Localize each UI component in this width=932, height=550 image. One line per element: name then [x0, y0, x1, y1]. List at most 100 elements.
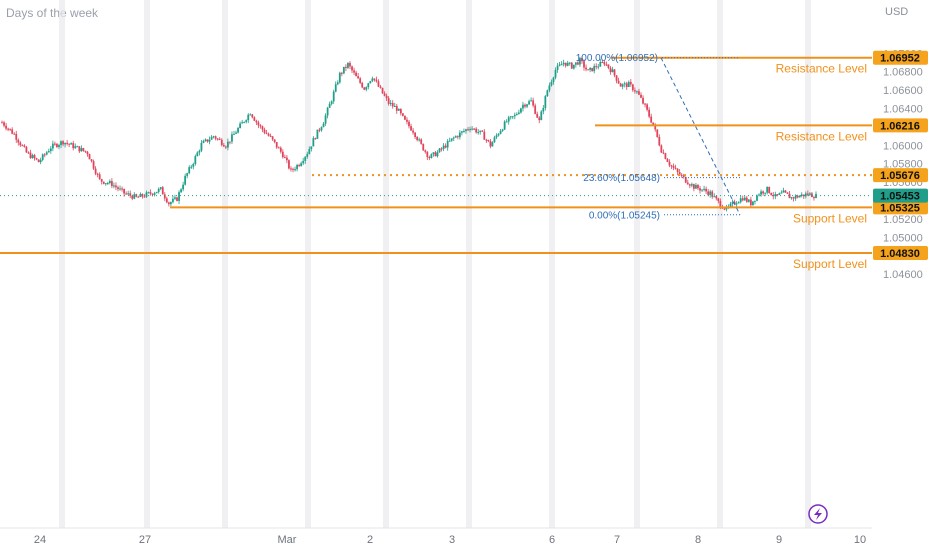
candle-body [633, 90, 636, 92]
y-tick-label: 1.05000 [883, 232, 923, 244]
candle-body [129, 193, 132, 196]
candle-body [432, 152, 435, 155]
candle-body [43, 154, 46, 156]
candle-body [47, 151, 50, 153]
candle-body [365, 87, 368, 90]
candle-body [119, 188, 121, 190]
candle-body [796, 195, 799, 198]
candle-body [477, 131, 480, 133]
candle-body [273, 139, 276, 143]
y-tick-label: 1.06000 [883, 140, 923, 152]
candle-body [391, 102, 394, 107]
candle-body [631, 84, 634, 91]
candle-body [194, 156, 197, 164]
candle-body [11, 129, 14, 134]
price-tag-text: 1.04830 [880, 248, 920, 260]
candle-body [395, 105, 398, 111]
candle-body [304, 156, 307, 161]
candle-body [170, 202, 172, 205]
candle-body [680, 174, 683, 176]
candle-body [658, 136, 661, 146]
candle-body [461, 131, 463, 133]
candle-body [442, 145, 445, 149]
candle-body [609, 67, 612, 73]
candle-body [495, 135, 498, 138]
candle-body [741, 198, 744, 201]
candle-body [35, 158, 38, 160]
candle-body [493, 137, 496, 143]
candle-body [82, 148, 85, 151]
candle-body [387, 98, 390, 104]
y-tick-label: 1.06400 [883, 104, 923, 116]
candle-body [469, 129, 471, 131]
candle-body [412, 130, 414, 133]
price-tag [873, 118, 928, 133]
candle-body [434, 152, 437, 157]
candle-body [393, 105, 396, 107]
candle-body [422, 143, 425, 151]
y-tick-label: 1.06600 [883, 85, 923, 97]
candle-body [33, 155, 36, 159]
price-tag-text: 1.06952 [880, 53, 920, 65]
candle-body [770, 193, 773, 196]
candle-body [489, 141, 492, 147]
candle-body [241, 122, 244, 124]
session-band [383, 0, 389, 528]
candle-body [74, 146, 77, 149]
candlesticks [0, 56, 872, 212]
candle-body [749, 199, 752, 206]
session-band [222, 0, 228, 528]
candle-body [511, 116, 514, 118]
candle-body [257, 122, 260, 126]
candle-body [672, 165, 675, 168]
candle-body [172, 198, 174, 203]
currency-label: USD [885, 6, 909, 18]
candle-body [267, 133, 270, 136]
candle-body [279, 147, 282, 152]
fib-label: 100.00%(1.06952) [576, 53, 658, 64]
candle-body [660, 145, 663, 153]
candle-body [5, 125, 7, 129]
candle-body [756, 195, 758, 201]
candle-body [731, 201, 734, 204]
candle-body [184, 175, 187, 185]
candle-body [322, 123, 325, 128]
candle-body [190, 166, 193, 168]
candle-body [654, 125, 657, 130]
candle-body [92, 161, 95, 169]
candle-body [80, 148, 83, 152]
candle-body [520, 108, 522, 113]
candle-body [806, 193, 809, 195]
candle-body [611, 69, 614, 73]
candle-body [224, 146, 227, 148]
candle-body [163, 194, 166, 199]
candle-body [542, 107, 545, 112]
candle-body [249, 114, 252, 116]
candle-body [306, 154, 309, 157]
candle-body [133, 194, 136, 199]
candle-body [589, 67, 592, 70]
candle-body [326, 107, 329, 116]
candle-body [66, 142, 69, 144]
level-label: Resistance Level [776, 129, 867, 143]
chart-title: Days of the week [6, 6, 99, 20]
price-tag-text: 1.05325 [880, 202, 920, 214]
candle-body [729, 203, 732, 207]
x-tick-label: 27 [139, 534, 151, 546]
candle-body [123, 188, 125, 194]
replay-icon[interactable] [808, 504, 828, 524]
candle-body [64, 142, 66, 145]
candle-body [475, 128, 478, 133]
candle-body [68, 143, 71, 145]
candle-body [538, 117, 541, 121]
candle-body [381, 87, 384, 94]
candle-body [332, 91, 335, 102]
candle-body [693, 184, 695, 189]
candle-body [310, 146, 313, 150]
candle-body [286, 157, 288, 161]
candle-body [328, 103, 331, 108]
candle-body [577, 62, 579, 65]
candle-body [383, 93, 386, 96]
candle-body [448, 140, 451, 142]
